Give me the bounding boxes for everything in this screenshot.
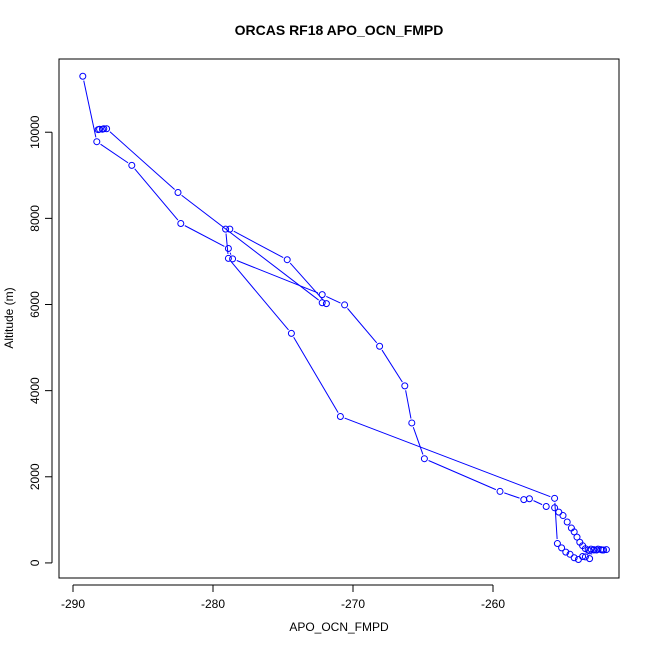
x-tick-label: -270	[341, 597, 365, 611]
x-tick-label: -260	[481, 597, 505, 611]
y-tick-label: 8000	[28, 205, 42, 232]
y-tick-label: 6000	[28, 291, 42, 318]
y-tick-label: 4000	[28, 377, 42, 404]
y-tick-label: 2000	[28, 463, 42, 490]
y-tick-label: 10000	[28, 115, 42, 149]
x-tick-label: -280	[201, 597, 225, 611]
chart-title: ORCAS RF18 APO_OCN_FMPD	[235, 22, 444, 38]
y-tick-label: 0	[28, 559, 42, 566]
y-axis-label: Altitude (m)	[2, 287, 16, 348]
x-tick-label: -290	[61, 597, 85, 611]
x-axis-label: APO_OCN_FMPD	[289, 620, 389, 634]
